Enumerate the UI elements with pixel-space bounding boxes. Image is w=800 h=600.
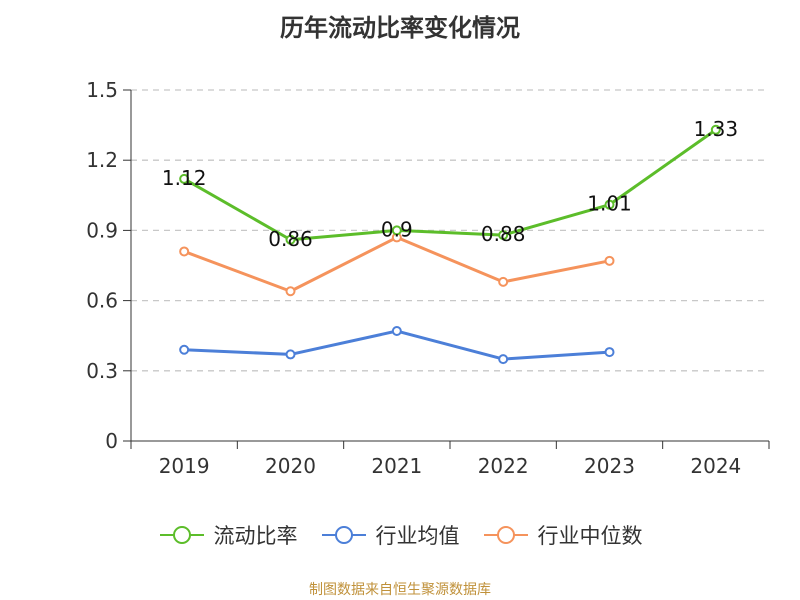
y-tick-label: 0 [105, 429, 118, 453]
data-point [179, 246, 190, 257]
data-label: 0.88 [481, 222, 526, 246]
legend-item-industry-mean[interactable]: 行业均值 [320, 520, 460, 550]
y-tick-label: 0.9 [86, 218, 118, 242]
legend-label-current-ratio: 流动比率 [213, 524, 298, 548]
data-point [179, 173, 190, 184]
data-point [391, 225, 402, 236]
data-point [710, 124, 721, 135]
data-point [498, 230, 509, 241]
data-point [391, 326, 402, 337]
x-tick-label: 2022 [478, 454, 529, 478]
legend-item-industry-median[interactable]: 行业中位数 [482, 520, 643, 550]
data-point [179, 344, 190, 355]
data-label: 1.01 [587, 192, 632, 216]
data-point [285, 234, 296, 245]
y-tick-label: 0.3 [86, 359, 118, 383]
x-tick-label: 2020 [265, 454, 316, 478]
data-point [498, 276, 509, 287]
data-point [498, 354, 509, 365]
legend-marker-industry-median [483, 526, 528, 544]
legend-label-industry-mean: 行业均值 [375, 524, 460, 548]
legend-marker-current-ratio [159, 526, 204, 544]
data-label: 1.12 [162, 166, 207, 190]
y-tick-label: 1.2 [86, 148, 118, 172]
y-tick-label: 1.5 [86, 78, 118, 102]
data-label: 0.86 [268, 227, 313, 251]
x-tick-label: 2023 [584, 454, 635, 478]
data-point [285, 349, 296, 360]
chart-title: 历年流动比率变化情况 [280, 14, 520, 42]
data-label: 0.9 [381, 217, 413, 241]
legend-marker-industry-mean [321, 526, 366, 544]
series-line [183, 235, 610, 293]
legend: 流动比率 行业均值 行业中位数 [0, 520, 800, 550]
data-label: 1.33 [694, 117, 739, 141]
data-point [604, 199, 615, 210]
series-line [183, 128, 717, 242]
data-point [285, 286, 296, 297]
source-note: 制图数据来自恒生聚源数据库 [309, 582, 491, 598]
y-tick-label: 0.6 [86, 289, 118, 313]
x-tick-label: 2021 [371, 454, 422, 478]
legend-label-industry-median: 行业中位数 [537, 524, 643, 548]
legend-item-current-ratio[interactable]: 流动比率 [158, 520, 298, 550]
data-point [604, 347, 615, 358]
data-point [604, 255, 615, 266]
x-tick-label: 2019 [159, 454, 210, 478]
x-tick-label: 2024 [690, 454, 741, 478]
